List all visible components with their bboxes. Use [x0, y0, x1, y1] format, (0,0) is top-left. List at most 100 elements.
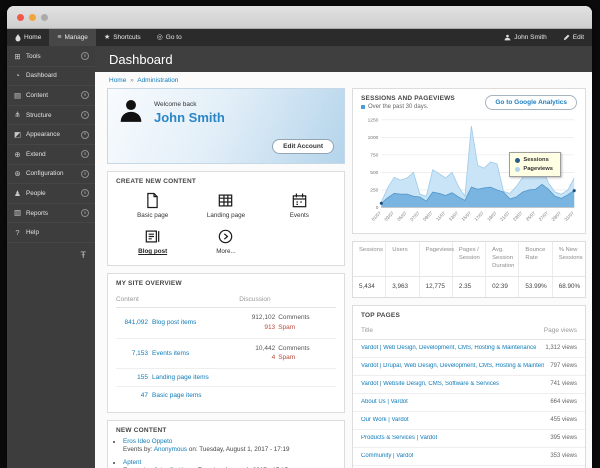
new-content-panel: NEW CONTENT Eros Ideo Oppeto Events by: …	[107, 420, 345, 468]
minimize-window-button[interactable]	[29, 13, 36, 21]
left-column: Welcome back John Smith Edit Account CRE…	[107, 88, 345, 468]
svg-text:21/07: 21/07	[499, 210, 511, 222]
svg-text:1250: 1250	[368, 118, 379, 124]
content-type-link[interactable]: Events items	[152, 349, 190, 357]
toolbar-shortcuts[interactable]: ★ Shortcuts	[96, 29, 149, 46]
content-icon: ▤	[13, 90, 22, 100]
sidebar-item-label: Extend	[26, 150, 46, 158]
content-type-link[interactable]: Blog post items	[152, 319, 197, 327]
page-link[interactable]: Vardot | Drupal, Web Design, Development…	[361, 363, 545, 370]
toolbar-orientation-pin-icon[interactable]: Ŧ	[80, 249, 87, 260]
help-icon: ?	[15, 227, 20, 237]
table-row: Our Work | Vardot 455 views	[353, 412, 585, 430]
stat-label: % New Sessions	[558, 246, 583, 261]
sidebar-item-label: People	[26, 189, 46, 197]
create-events[interactable]: Events	[263, 192, 336, 219]
appearance-icon: ◩	[13, 129, 22, 139]
chevron-down-icon[interactable]: ∨	[81, 150, 89, 159]
toolbar-home[interactable]: Home	[7, 29, 49, 46]
content-type-link[interactable]: Basic page items	[152, 392, 202, 399]
site-overview-title: MY SITE OVERVIEW	[116, 280, 182, 287]
avatar	[118, 98, 144, 154]
sidebar-item-people[interactable]: ♟ People ∨	[7, 184, 95, 204]
admin-sidebar: ⊞ Tools ∨ ◔ Dashboard ▤ Content ∨ ⋔ Stru…	[7, 46, 95, 468]
welcome-card: Welcome back John Smith Edit Account	[107, 88, 345, 164]
page-link[interactable]: Vardot | Web Design, Development, CMS, H…	[361, 345, 537, 352]
zoom-window-button[interactable]	[41, 13, 48, 21]
sidebar-item-appearance[interactable]: ◩ Appearance ∨	[7, 125, 95, 145]
sidebar-item-extend[interactable]: ⊕ Extend ∨	[7, 145, 95, 165]
chevron-down-icon[interactable]: ∨	[81, 189, 89, 198]
svg-text:03/07: 03/07	[383, 210, 395, 222]
sidebar-item-structure[interactable]: ⋔ Structure ∨	[7, 106, 95, 126]
chevron-down-icon[interactable]: ∨	[81, 209, 89, 218]
content-item-link[interactable]: Eros Ideo Oppeto	[123, 438, 173, 445]
app-window: Home ≡ Manage ★ Shortcuts ◎ Go to John S…	[7, 6, 592, 468]
chevron-down-icon[interactable]: ∨	[81, 130, 89, 139]
page-link[interactable]: Products & Services | Vardot	[361, 435, 438, 442]
sidebar-item-configuration[interactable]: ⊛ Configuration ∨	[7, 165, 95, 185]
create-basic-page[interactable]: Basic page	[116, 192, 189, 219]
more-icon	[219, 229, 233, 244]
page-link[interactable]: About Us | Vardot	[361, 399, 408, 406]
edit-account-button[interactable]: Edit Account	[272, 139, 334, 154]
svg-text:09/07: 09/07	[422, 210, 434, 222]
sidebar-item-dashboard[interactable]: ◔ Dashboard	[7, 67, 95, 87]
comments-label: Comments	[278, 344, 310, 352]
stats-header-row: Sessions Users Pageviews Pages / Session…	[353, 241, 585, 277]
list-item: Aptent Events by: John Smith on: Tuesday…	[123, 459, 336, 468]
configuration-icon: ⊛	[14, 169, 21, 179]
sessions-pageviews-chart: 0 250 500 750 1000 1250 01/07 03/07 05/07 07/07 09…	[353, 110, 585, 233]
create-more[interactable]: More...	[189, 228, 262, 255]
stat-label: Sessions	[353, 241, 387, 276]
page-link[interactable]: Our Work | Vardot	[361, 417, 409, 424]
author-link[interactable]: Anonymous	[153, 446, 188, 453]
pageviews-legend-dot	[515, 166, 521, 172]
stat-label: Users	[386, 241, 420, 276]
events-icon	[292, 193, 307, 208]
sidebar-item-help[interactable]: ? Help	[7, 223, 95, 243]
sidebar-item-label: Content	[26, 91, 49, 99]
sessions-legend-dot	[515, 157, 521, 163]
content-type-link[interactable]: Landing page items	[152, 374, 209, 381]
chevron-down-icon[interactable]: ∨	[81, 111, 89, 120]
toolbar-goto[interactable]: ◎ Go to	[149, 29, 190, 46]
chevron-down-icon[interactable]: ∨	[81, 169, 89, 178]
top-pages-panel: TOP PAGES Title Page views Vardot | Web …	[352, 304, 586, 468]
toolbar-edit[interactable]: Edit	[555, 29, 592, 46]
sidebar-item-tools[interactable]: ⊞ Tools ∨	[7, 47, 95, 67]
stat-value: 12,775	[420, 276, 453, 297]
create-item-label: Landing page	[206, 212, 246, 219]
toolbar-manage[interactable]: ≡ Manage	[49, 29, 96, 46]
toolbar-edit-label: Edit	[572, 34, 584, 41]
content-item-link[interactable]: Aptent	[123, 459, 142, 467]
page-link[interactable]: Community | Vardot	[361, 453, 414, 460]
bullet-square-icon	[361, 105, 365, 109]
chevron-down-icon[interactable]: ∨	[81, 91, 89, 100]
legend-label: Pageviews	[523, 165, 553, 172]
chart-legend: Sessions Pageviews	[509, 152, 561, 178]
page-header: Dashboard	[95, 46, 592, 72]
create-landing-page[interactable]: Landing page	[189, 192, 262, 219]
svg-text:750: 750	[370, 153, 378, 159]
create-content-title: CREATE NEW CONTENT	[116, 178, 197, 185]
toolbar-user[interactable]: John Smith	[496, 29, 555, 46]
page-link[interactable]: Vardot | Website Design, CMS, Software &…	[361, 381, 500, 388]
content-date: Tuesday, August 1, 2017 - 17:19	[199, 446, 290, 453]
chevron-down-icon[interactable]: ∨	[81, 52, 89, 61]
pencil-icon	[563, 34, 570, 41]
breadcrumb-current-link[interactable]: Administration	[137, 77, 179, 84]
stat-value: 02:39	[486, 276, 520, 297]
spam-count: 913	[264, 323, 276, 331]
google-analytics-button[interactable]: Go to Google Analytics	[485, 95, 577, 110]
sidebar-item-reports[interactable]: ▥ Reports ∨	[7, 204, 95, 224]
column-header-content: Content	[116, 296, 139, 303]
column-header-title: Title	[361, 326, 374, 334]
hamburger-icon: ≡	[57, 34, 62, 41]
person-icon	[504, 34, 511, 41]
close-window-button[interactable]	[17, 13, 24, 21]
breadcrumb-home-link[interactable]: Home	[109, 77, 127, 84]
svg-text:500: 500	[370, 170, 378, 176]
create-blog-post[interactable]: Blog post	[116, 228, 189, 255]
sidebar-item-content[interactable]: ▤ Content ∨	[7, 86, 95, 106]
